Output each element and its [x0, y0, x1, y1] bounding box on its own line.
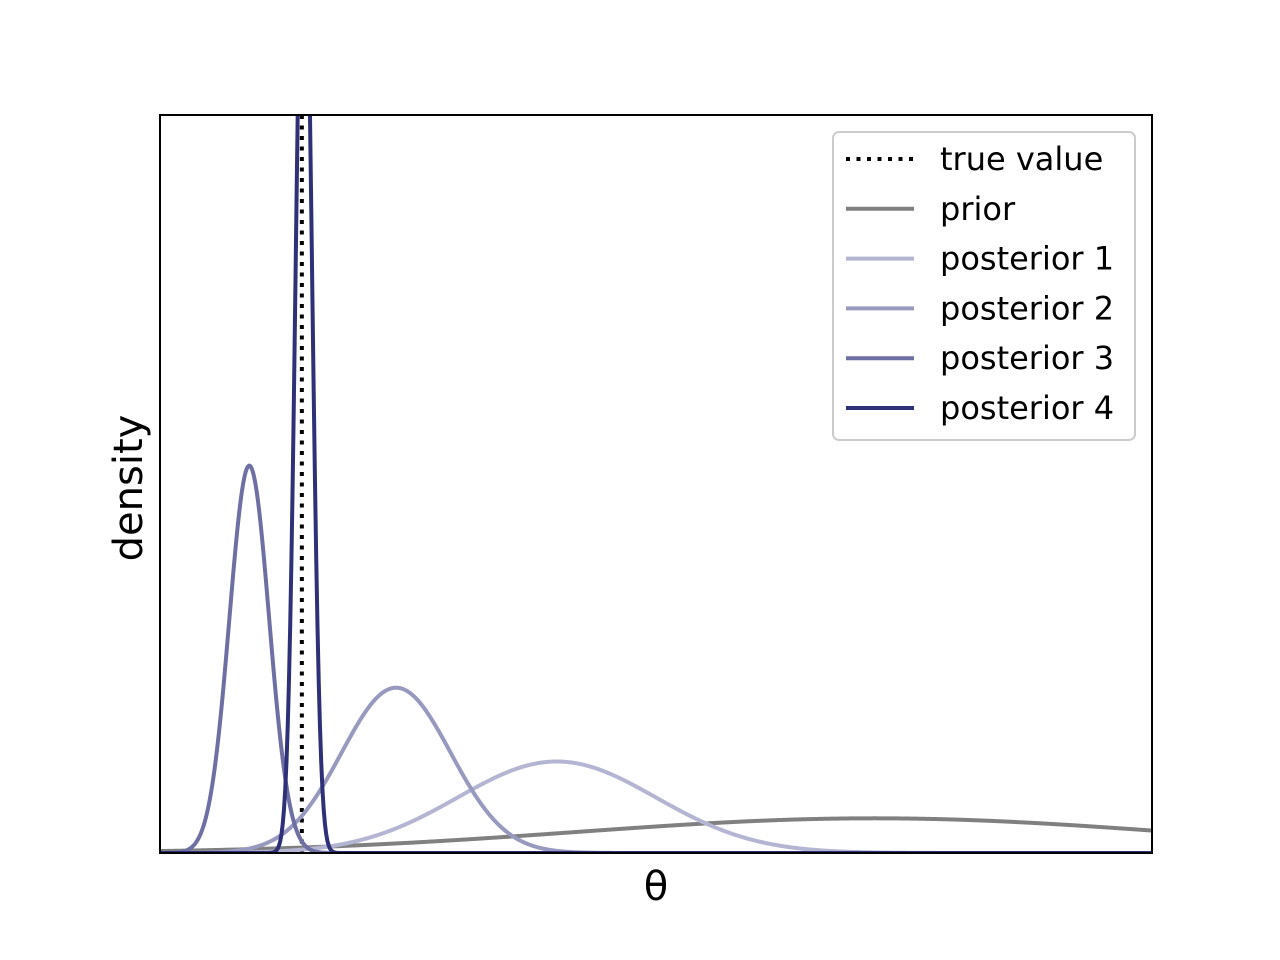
- legend-label-posterior-4: posterior 4: [940, 389, 1114, 427]
- legend-label-posterior-2: posterior 2: [940, 289, 1114, 327]
- legend-label-posterior-3: posterior 3: [940, 339, 1114, 377]
- legend: true value prior posterior 1 posterior 2 pos…: [832, 131, 1136, 441]
- y-axis-label: density: [106, 415, 152, 562]
- series-line-posterior-4: [160, 115, 1152, 853]
- plot-frame: [159, 114, 1153, 854]
- x-axis-label: θ: [644, 864, 668, 910]
- legend-label-prior: prior: [940, 190, 1016, 228]
- legend-label-posterior-1: posterior 1: [940, 240, 1114, 278]
- legend-label-true-value: true value: [940, 140, 1103, 178]
- series-line-posterior-2: [160, 685, 1152, 853]
